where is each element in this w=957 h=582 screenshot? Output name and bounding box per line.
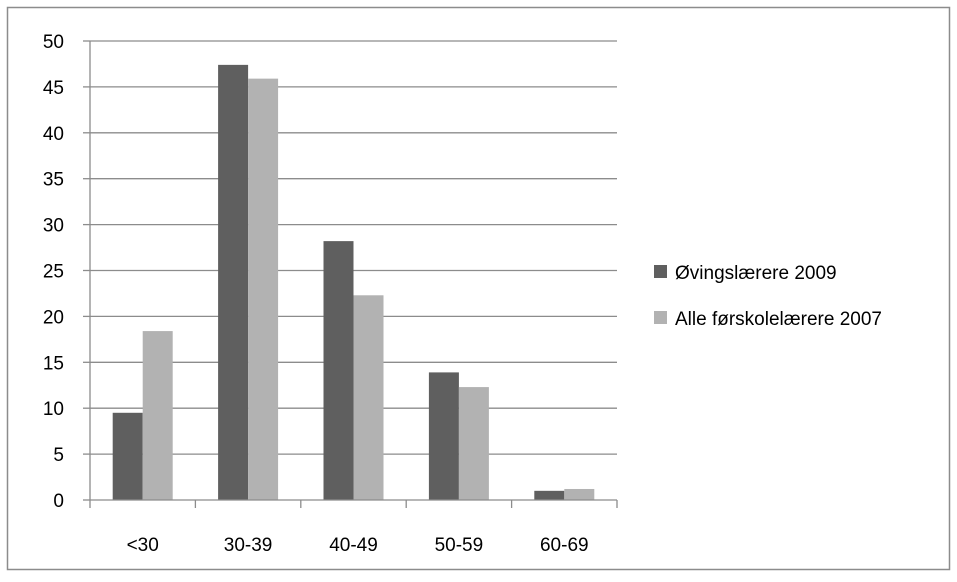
- x-tick-label: 60-69: [540, 535, 589, 556]
- y-tick-label: 5: [53, 445, 64, 466]
- y-tick-label: 35: [43, 170, 64, 191]
- bar: [564, 488, 595, 500]
- bar: [112, 412, 143, 500]
- y-tick-label: 10: [43, 399, 64, 420]
- bar: [353, 295, 384, 500]
- legend: Øvingslærere 2009 Alle førskolelærere 200…: [654, 263, 882, 330]
- y-tick-label: 30: [43, 216, 64, 237]
- x-tick-label: 40-49: [329, 535, 378, 556]
- y-tick-label: 0: [53, 491, 64, 512]
- bar: [248, 78, 279, 500]
- x-tick-label: 50-59: [435, 535, 484, 556]
- bars: [112, 64, 595, 501]
- legend-swatch: [654, 311, 667, 324]
- y-tick-label: 20: [43, 307, 64, 328]
- bar: [218, 64, 249, 501]
- y-tick-label: 45: [43, 78, 64, 99]
- y-tick-label: 25: [43, 262, 64, 283]
- y-tick-label: 50: [43, 32, 64, 53]
- legend-label: Øvingslærere 2009: [675, 263, 837, 284]
- bar: [142, 331, 173, 500]
- legend-swatch: [654, 265, 667, 278]
- x-tick-label: 30-39: [224, 535, 273, 556]
- x-tick-label: <30: [127, 535, 159, 556]
- bar: [458, 387, 489, 500]
- y-tick-label: 40: [43, 124, 64, 145]
- legend-label: Alle førskolelærere 2007: [675, 309, 882, 330]
- bar: [323, 241, 354, 500]
- bar: [534, 490, 565, 500]
- y-tick-label: 15: [43, 353, 64, 374]
- bar: [428, 372, 459, 500]
- axes: 0 5 10 15 20 25 30 35 40 45 50 <30 30-39 40-49 50-59 60…: [43, 32, 618, 556]
- gridlines: [90, 40, 617, 455]
